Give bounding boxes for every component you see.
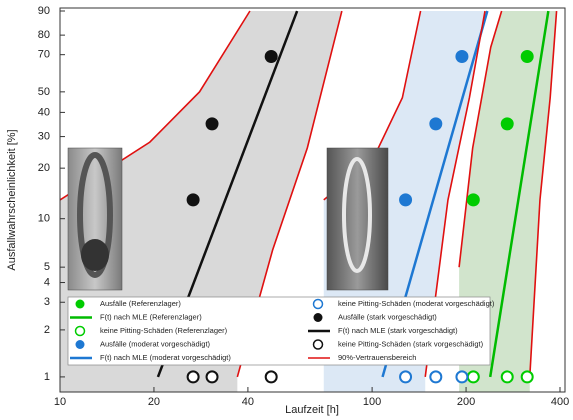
legend-label: keine Pitting-Schäden (Referenzlager) [100, 326, 228, 335]
legend: Ausfälle (Referenzlager) F(t) nach MLE (R… [68, 297, 495, 365]
suspension-point [266, 371, 277, 382]
y-tick-label: 4 [44, 276, 50, 288]
x-tick-label: 200 [457, 396, 475, 408]
legend-label: keine Pitting-Schäden (stark vorgeschädi… [338, 339, 484, 348]
failure-point [455, 50, 468, 63]
photo-right [327, 148, 388, 290]
legend-swatch [76, 327, 85, 336]
photo-left [68, 148, 122, 290]
failure-point [467, 193, 480, 206]
failure-point [187, 193, 200, 206]
suspension-point [207, 371, 218, 382]
x-axis-label: Laufzeit [h] [285, 404, 339, 416]
suspension-point [430, 371, 441, 382]
legend-label: Ausfälle (stark vorgeschädigt) [338, 312, 437, 321]
y-tick-label: 20 [38, 162, 50, 174]
y-tick-label: 30 [38, 130, 50, 142]
legend-label: F(t) nach MLE (stark vorgeschädigt) [338, 326, 458, 335]
legend-label: keine Pitting-Schäden (moderat vorgeschä… [338, 299, 495, 308]
x-tick-label: 40 [242, 396, 254, 408]
failure-point [206, 117, 219, 130]
y-tick-label: 80 [38, 29, 50, 41]
chart: Ausfälle (Referenzlager) F(t) nach MLE (R… [0, 0, 573, 420]
legend-swatch [314, 300, 323, 309]
y-tick-label: 5 [44, 261, 50, 273]
legend-swatch [314, 340, 323, 349]
legend-label: F(t) nach MLE (moderat vorgeschädigt) [100, 353, 231, 362]
x-tick-label: 20 [148, 396, 160, 408]
y-tick-label: 40 [38, 106, 50, 118]
y-tick-label: 50 [38, 86, 50, 98]
legend-swatch [76, 340, 85, 349]
y-tick-label: 1 [44, 371, 50, 383]
x-tick-label: 400 [551, 396, 569, 408]
suspension-point [188, 371, 199, 382]
legend-label: Ausfälle (Referenzlager) [100, 299, 181, 308]
suspension-point [468, 371, 479, 382]
failure-point [429, 117, 442, 130]
legend-label: Ausfälle (moderat vorgeschädigt) [100, 339, 211, 348]
failure-point [521, 50, 534, 63]
y-tick-label: 70 [38, 49, 50, 61]
y-tick-label: 10 [38, 213, 50, 225]
failure-point [265, 50, 278, 63]
legend-label: F(t) nach MLE (Referenzlager) [100, 312, 202, 321]
suspension-point [522, 371, 533, 382]
suspension-point [502, 371, 513, 382]
failure-point [501, 117, 514, 130]
suspension-point [456, 371, 467, 382]
y-tick-label: 3 [44, 296, 50, 308]
legend-label: 90%-Vertrauensbereich [338, 353, 416, 362]
failure-point [399, 193, 412, 206]
y-tick-label: 2 [44, 324, 50, 336]
x-tick-label: 100 [363, 396, 381, 408]
x-tick-label: 10 [54, 396, 66, 408]
legend-swatch [314, 313, 323, 322]
legend-swatch [76, 300, 85, 309]
suspension-point [400, 371, 411, 382]
y-tick-label: 90 [38, 5, 50, 17]
y-axis-label: Ausfallwahrscheinlichkeit [%] [6, 129, 18, 270]
